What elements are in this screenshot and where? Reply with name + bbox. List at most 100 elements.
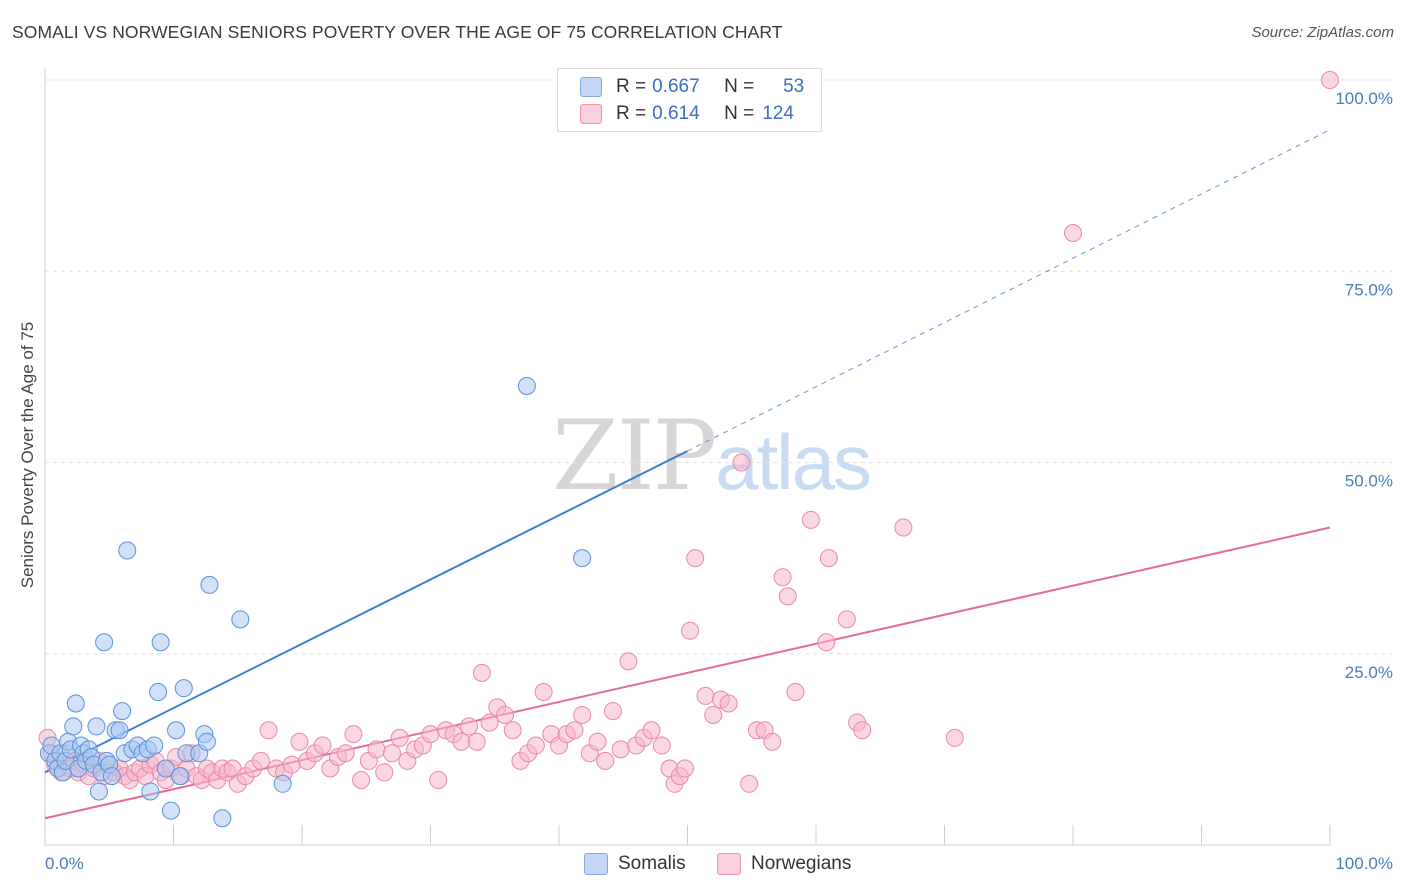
norwegian-point — [1064, 224, 1082, 242]
somali-point — [156, 759, 175, 778]
norwegian-point — [344, 725, 363, 744]
norwegian-point — [704, 705, 723, 724]
somali-point — [118, 541, 137, 560]
norwegian-r-value: 0.614 — [652, 103, 700, 124]
norwegian-point — [503, 721, 522, 740]
y-axis-title: Seniors Poverty Over the Age of 75 — [18, 322, 37, 588]
somalis-legend-label: Somalis — [618, 853, 686, 874]
norwegian-point — [588, 732, 607, 751]
correlation-legend: R = 0.667 N = 53 R = 0.614 N = 124 — [557, 68, 822, 132]
y-tick-label: 100.0% — [1335, 89, 1393, 108]
norwegian-point — [603, 702, 622, 721]
grid-lines — [45, 79, 1392, 655]
norwegian-point — [801, 510, 820, 529]
somali-trend-line — [44, 450, 688, 774]
norwegian-n-value: 124 — [762, 103, 794, 124]
norwegian-point — [429, 770, 448, 789]
somali-point — [151, 633, 170, 652]
norwegian-n-label: N = — [724, 103, 755, 124]
somali-points — [39, 377, 592, 828]
norwegian-point — [681, 621, 700, 640]
norwegian-point — [719, 694, 738, 713]
norwegian-points — [38, 71, 1339, 793]
norwegian-point — [421, 725, 440, 744]
norwegian-point — [611, 740, 630, 759]
somali-point — [273, 774, 292, 793]
norwegians-legend-label: Norwegians — [751, 853, 852, 874]
norwegian-point — [817, 633, 836, 652]
norwegians-legend-swatch — [717, 853, 741, 875]
chart-title: SOMALI VS NORWEGIAN SENIORS POVERTY OVER… — [12, 22, 783, 42]
somali-r-label: R = — [616, 76, 647, 97]
norwegian-point — [778, 587, 797, 606]
norwegian-point — [282, 755, 301, 774]
norwegian-point — [472, 663, 491, 682]
norwegian-point — [853, 721, 872, 740]
somali-point — [87, 717, 106, 736]
somali-point — [149, 683, 168, 701]
x-tick-label: 100.0% — [1335, 854, 1393, 873]
norwegian-point — [696, 686, 715, 705]
somali-point — [113, 702, 132, 721]
norwegian-point — [251, 751, 270, 770]
norwegian-point — [573, 705, 592, 724]
legend-row-somali: R = 0.667 N = 53 — [580, 75, 804, 99]
norwegian-point — [786, 683, 805, 701]
norwegian-point — [837, 610, 856, 629]
somali-point — [174, 679, 193, 698]
norwegian-point — [336, 744, 355, 763]
norwegian-point — [452, 732, 471, 751]
axes — [44, 68, 1331, 846]
y-tick-label: 75.0% — [1345, 280, 1393, 299]
norwegian-swatch — [580, 104, 602, 124]
norwegian-point — [467, 732, 486, 751]
somali-point — [64, 717, 83, 736]
somali-point — [66, 694, 85, 713]
source-credit: Source: ZipAtlas.com — [1251, 24, 1394, 41]
somali-point — [213, 809, 232, 828]
norwegian-point — [390, 728, 409, 747]
somali-point — [95, 633, 114, 652]
norwegian-point — [526, 736, 545, 755]
somali-point — [110, 721, 129, 740]
somali-n-label: N = — [724, 76, 755, 97]
norwegian-point — [565, 721, 584, 740]
somali-trend-extension — [687, 129, 1331, 452]
norwegian-point — [642, 721, 661, 740]
norwegian-point — [819, 549, 838, 568]
somali-point — [167, 721, 186, 740]
norwegian-point — [460, 717, 479, 736]
norwegian-point — [480, 713, 499, 732]
norwegian-point — [596, 751, 615, 770]
norwegian-point — [894, 518, 913, 537]
trend-lines — [44, 129, 1331, 820]
norwegian-point — [367, 740, 386, 759]
norwegian-point — [773, 568, 792, 587]
norwegian-point — [352, 770, 371, 789]
somali-point — [145, 736, 164, 755]
somali-point — [231, 610, 250, 629]
bottom-legend-somalis: Somalis — [584, 851, 686, 877]
norwegian-point — [496, 705, 515, 724]
norwegian-point — [375, 763, 394, 782]
norwegian-point — [740, 774, 759, 793]
norwegian-point — [763, 732, 782, 751]
somali-point — [102, 767, 121, 786]
watermark-zip: ZIP — [552, 400, 717, 512]
somali-swatch — [580, 77, 602, 97]
somali-point — [161, 801, 180, 820]
norwegian-point — [290, 732, 309, 751]
legend-row-norwegian: R = 0.614 N = 124 — [580, 102, 798, 126]
somali-point — [197, 732, 216, 751]
somali-r-value: 0.667 — [652, 76, 700, 97]
tick-labels: 25.0% 50.0% 75.0% 100.0% 0.0% 100.0% — [45, 89, 1393, 873]
somali-point — [89, 782, 108, 801]
norwegian-point — [313, 736, 332, 755]
somali-point — [200, 575, 219, 594]
norwegian-r-label: R = — [616, 103, 647, 124]
norwegian-point — [382, 744, 401, 763]
norwegian-point — [619, 652, 638, 671]
somali-point — [517, 377, 536, 395]
bottom-legend-norwegians: Norwegians — [717, 851, 851, 877]
